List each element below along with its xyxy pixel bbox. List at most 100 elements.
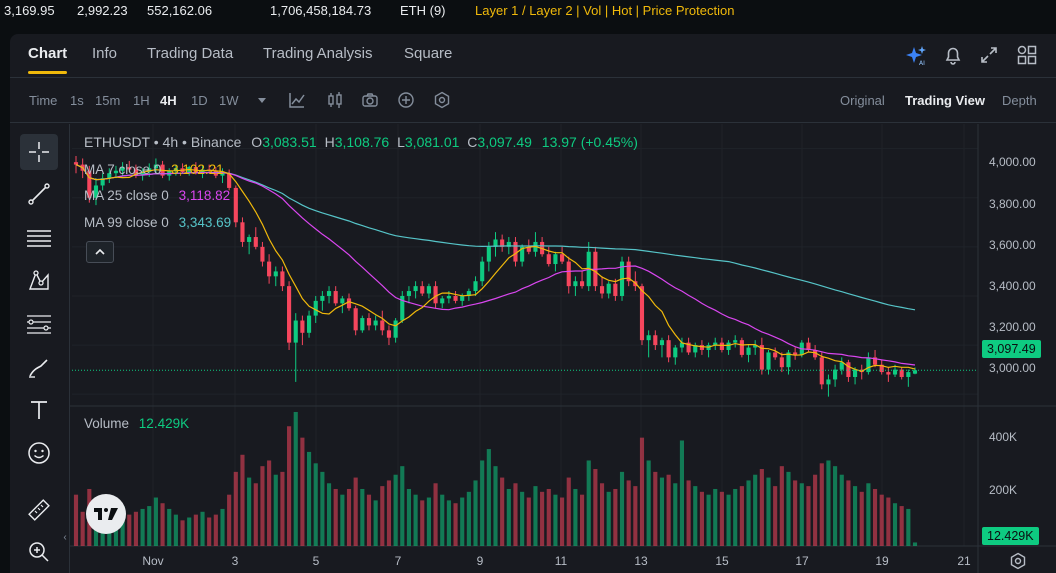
- volume-bar: [287, 426, 292, 546]
- trendline-tool[interactable]: [20, 176, 58, 212]
- volume-bar: [806, 486, 811, 546]
- candle-type-icon[interactable]: [326, 91, 344, 109]
- pattern-tool[interactable]: [20, 263, 58, 299]
- volume-bar: [606, 491, 611, 546]
- volume-bar: [646, 460, 651, 546]
- candle-body: [560, 254, 565, 262]
- interval-1w[interactable]: 1W: [219, 93, 239, 108]
- tag-links[interactable]: Layer 1 / Layer 2 | Vol | Hot | Price Pr…: [475, 3, 735, 18]
- stat-value-3: 552,162.06: [147, 3, 213, 18]
- candle-body: [393, 320, 398, 338]
- settings-icon[interactable]: [433, 91, 451, 109]
- fib-tool[interactable]: [20, 306, 58, 342]
- zoom-tool[interactable]: [20, 534, 58, 570]
- volume-bar: [540, 491, 545, 546]
- ma99-legend: MA 99 close 0 3,343.69: [84, 215, 231, 230]
- text-tool[interactable]: [20, 392, 58, 428]
- volume-bar: [699, 491, 704, 546]
- candle-body: [273, 271, 278, 277]
- drawbar-collapse-icon[interactable]: ‹: [63, 532, 67, 543]
- price-chart[interactable]: [10, 34, 1056, 573]
- time-tick-11: 11: [554, 554, 568, 568]
- time-label[interactable]: Time: [29, 93, 58, 108]
- interval-15m[interactable]: 15m: [95, 93, 121, 108]
- candle-body: [906, 372, 911, 377]
- chart-tabbar: Chart Info Trading Data Trading Analysis…: [10, 34, 1056, 78]
- volume-bar: [413, 494, 418, 546]
- interval-1d[interactable]: 1D: [191, 93, 208, 108]
- volume-bar: [127, 514, 132, 546]
- layout-grid-icon[interactable]: [1016, 44, 1038, 66]
- tradingview-logo[interactable]: [86, 494, 126, 534]
- candle-body: [406, 291, 412, 296]
- view-original[interactable]: Original: [840, 93, 885, 108]
- interval-1s[interactable]: 1s: [70, 93, 84, 108]
- interval-dropdown-icon[interactable]: [253, 91, 271, 109]
- candle-body: [466, 291, 471, 296]
- bell-icon[interactable]: [942, 44, 964, 66]
- indicator-line-icon[interactable]: [288, 91, 306, 109]
- volume-bar: [153, 497, 158, 546]
- ruler-tool[interactable]: [20, 492, 58, 528]
- brush-tool[interactable]: [20, 350, 58, 386]
- tab-square[interactable]: Square: [404, 45, 453, 62]
- volume-bar: [866, 483, 871, 546]
- candle-body: [759, 345, 764, 370]
- candle-body: [247, 237, 252, 242]
- ai-sparkle-icon[interactable]: AI: [905, 44, 927, 66]
- price-tick-3800: 3,800.00: [989, 197, 1036, 211]
- candle-body: [446, 295, 451, 299]
- volume-bar: [313, 463, 318, 546]
- tab-trading-data[interactable]: Trading Data: [147, 45, 234, 62]
- candle-body: [526, 246, 531, 252]
- candle-body: [713, 342, 718, 346]
- volume-bar: [659, 477, 665, 546]
- candle-body: [846, 362, 851, 377]
- volume-bar: [653, 471, 658, 546]
- candle-body: [866, 357, 871, 373]
- tab-chart[interactable]: Chart: [18, 45, 77, 74]
- candle-body: [500, 239, 505, 247]
- add-indicator-icon[interactable]: [397, 91, 415, 109]
- fibonacci-icon: [27, 315, 51, 334]
- view-trading-view[interactable]: Trading View: [905, 93, 985, 108]
- price-tick-4000: 4,000.00: [989, 155, 1036, 169]
- volume-bar: [493, 466, 498, 546]
- volume-legend: Volume 12.429K: [84, 416, 189, 431]
- eth-tag[interactable]: ETH (9): [400, 3, 446, 18]
- camera-icon[interactable]: [361, 91, 379, 109]
- tab-info[interactable]: Info: [92, 45, 118, 62]
- close-label: C: [467, 134, 478, 150]
- candle-body: [892, 369, 898, 375]
- candle-body: [293, 320, 298, 343]
- volume-bar: [726, 494, 731, 546]
- horizontal-lines-tool[interactable]: [20, 220, 58, 256]
- volume-bar: [573, 488, 578, 546]
- candle-body: [140, 171, 145, 176]
- stat-value-4: 1,706,458,184.73: [270, 3, 372, 18]
- fullscreen-icon[interactable]: [978, 44, 1000, 66]
- volume-bar: [899, 506, 904, 546]
- candle-body: [886, 372, 891, 375]
- candle-body: [320, 295, 325, 301]
- tab-trading-analysis[interactable]: Trading Analysis: [263, 45, 373, 62]
- candle-body: [73, 162, 79, 165]
- volume-bar: [213, 514, 218, 546]
- volume-bar: [240, 454, 245, 546]
- ma7-legend: MA 7 close 0 3,102.21: [84, 162, 224, 177]
- candle-body: [380, 320, 385, 331]
- volume-bar: [553, 494, 558, 546]
- legend-collapse-button[interactable]: [86, 241, 114, 263]
- emoji-tool[interactable]: [20, 435, 58, 471]
- volume-bar: [886, 497, 891, 546]
- interval-1h[interactable]: 1H: [133, 93, 150, 108]
- volume-bar: [280, 471, 285, 546]
- volume-bar: [393, 474, 398, 546]
- view-depth[interactable]: Depth: [1002, 93, 1037, 108]
- interval-4h[interactable]: 4H: [160, 93, 177, 108]
- volume-bar: [300, 437, 305, 546]
- volume-bar: [220, 508, 225, 546]
- volume-bar: [879, 494, 884, 546]
- axis-settings-icon[interactable]: [1009, 552, 1027, 570]
- crosshair-tool[interactable]: [20, 134, 58, 170]
